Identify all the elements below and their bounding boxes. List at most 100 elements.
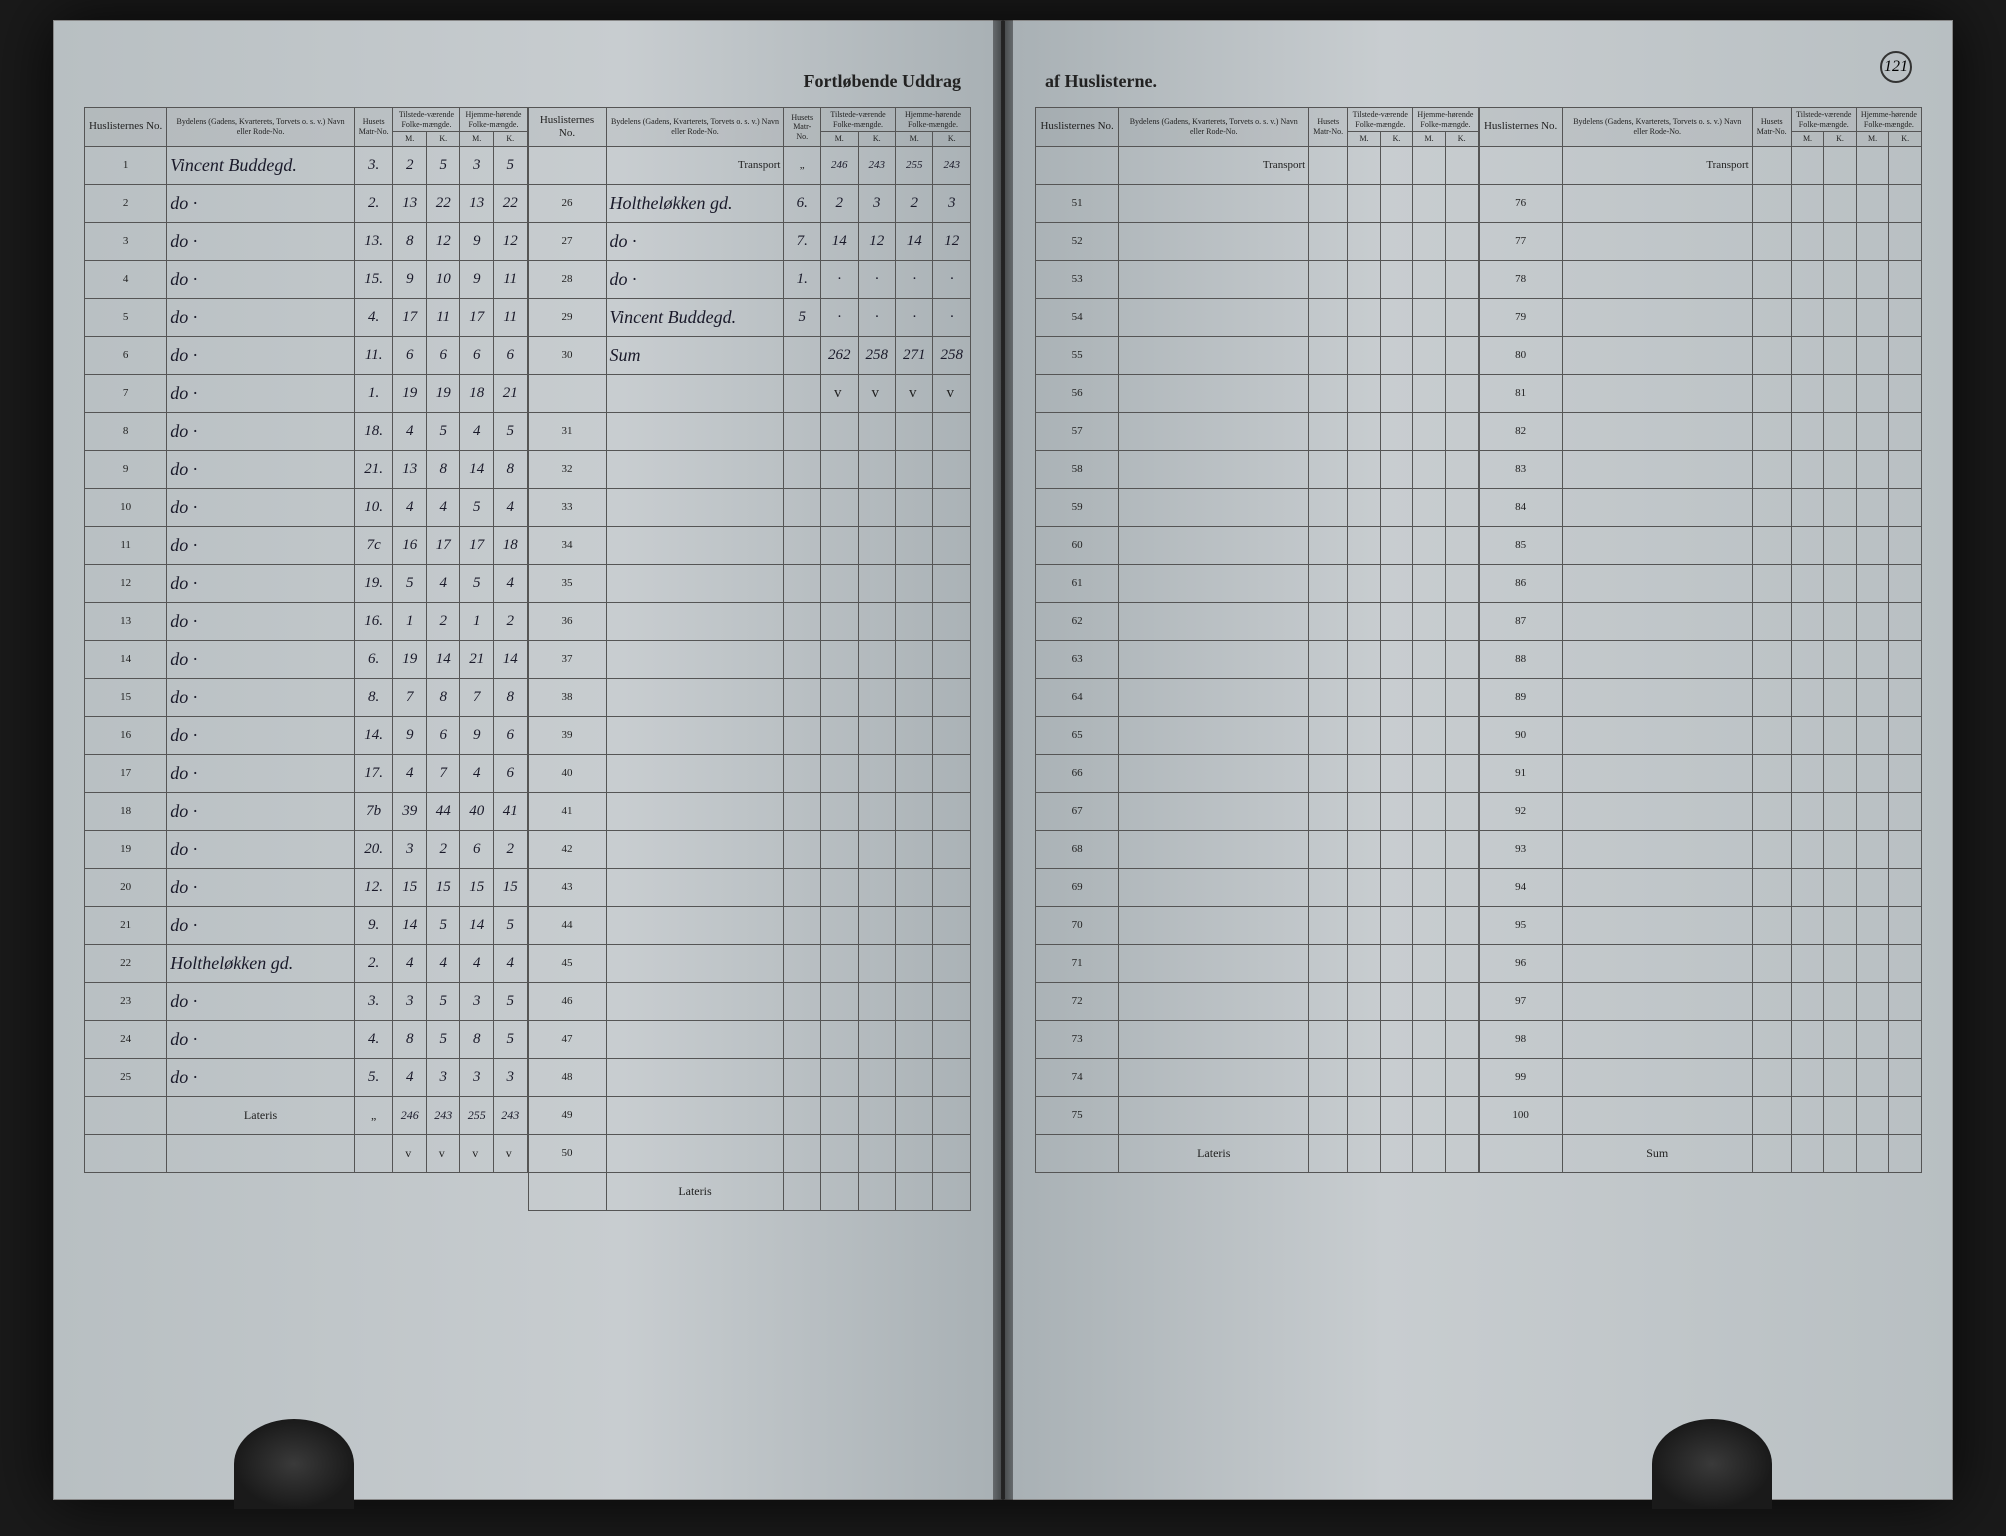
cell [895, 982, 932, 1020]
cell [821, 1020, 858, 1058]
cell: 5 [493, 906, 527, 944]
cell [1562, 868, 1752, 906]
cell [1413, 526, 1446, 564]
cell: 8 [460, 1020, 494, 1058]
cell [1445, 716, 1478, 754]
cell: 66 [1036, 754, 1119, 792]
cell [1445, 792, 1478, 830]
cell: 4 [426, 488, 460, 526]
cell [1445, 906, 1478, 944]
cell: 90 [1479, 716, 1562, 754]
cell: 67 [1036, 792, 1119, 830]
cell [895, 678, 932, 716]
transport-row-b: Transport „ 246 243 255 243 [528, 146, 971, 184]
cell [1889, 488, 1922, 526]
cell [1119, 906, 1309, 944]
header-tilstede: Tilstede-værende Folke-mængde. [393, 108, 460, 132]
table-row: 64 [1036, 678, 1479, 716]
cell: 57 [1036, 412, 1119, 450]
cell: 21 [460, 640, 494, 678]
cell [1445, 944, 1478, 982]
cell: do · [167, 906, 355, 944]
cell [1562, 982, 1752, 1020]
cell [1856, 640, 1889, 678]
cell: 9 [393, 716, 427, 754]
cell [1856, 1020, 1889, 1058]
table-row: 46 [528, 982, 971, 1020]
cell [1889, 792, 1922, 830]
cell [1889, 564, 1922, 602]
cell [1752, 488, 1791, 526]
cell [1752, 906, 1791, 944]
cell [1824, 564, 1857, 602]
cell [933, 526, 971, 564]
cell [858, 1096, 895, 1134]
cell [1856, 716, 1889, 754]
cell: 7 [393, 678, 427, 716]
cell [1562, 298, 1752, 336]
cell [1824, 336, 1857, 374]
cell [1445, 526, 1478, 564]
cell: do · [167, 754, 355, 792]
cell: 2 [426, 830, 460, 868]
cell [1562, 374, 1752, 412]
cell [1752, 716, 1791, 754]
cell [858, 412, 895, 450]
cell: do · [606, 260, 784, 298]
cell: 1. [784, 260, 821, 298]
cell [1309, 374, 1348, 412]
cell [895, 1020, 932, 1058]
cell: do · [167, 260, 355, 298]
cell: 271 [895, 336, 932, 374]
cell [1889, 1058, 1922, 1096]
cell [821, 1096, 858, 1134]
cell [1119, 374, 1309, 412]
cell [1445, 184, 1478, 222]
cell [1348, 488, 1381, 526]
cell [1309, 868, 1348, 906]
cell [1445, 1058, 1478, 1096]
table-row: 100 [1479, 1096, 1922, 1134]
cell [933, 830, 971, 868]
cell [1348, 1096, 1381, 1134]
header-hjemme: Hjemme-hørende Folke-mængde. [460, 108, 527, 132]
cell: 16 [85, 716, 167, 754]
cell: · [821, 260, 858, 298]
cell: 2 [426, 602, 460, 640]
cell [1119, 412, 1309, 450]
cell: 31 [528, 412, 606, 450]
table-row: 96 [1479, 944, 1922, 982]
cell [933, 944, 971, 982]
table-row: 75 [1036, 1096, 1479, 1134]
table-row: 33 [528, 488, 971, 526]
table-row: 24do ·4.8585 [85, 1020, 528, 1058]
cell [1348, 754, 1381, 792]
cell: 35 [528, 564, 606, 602]
cell [1413, 336, 1446, 374]
cell [1348, 526, 1381, 564]
cell [1791, 412, 1824, 450]
cell [1309, 602, 1348, 640]
table-row: 69 [1036, 868, 1479, 906]
cell [1856, 1058, 1889, 1096]
cell: 36 [528, 602, 606, 640]
table-row: 62 [1036, 602, 1479, 640]
cell: 15. [354, 260, 393, 298]
cell: 2 [895, 184, 932, 222]
cell [1413, 1096, 1446, 1134]
cell [1413, 716, 1446, 754]
table-row: 1Vincent Buddegd.3.2535 [85, 146, 528, 184]
cell: 15 [85, 678, 167, 716]
cell: 76 [1479, 184, 1562, 222]
cell [1856, 982, 1889, 1020]
cell [1824, 906, 1857, 944]
cell [1824, 792, 1857, 830]
cell [1348, 678, 1381, 716]
cell: 21. [354, 450, 393, 488]
cell [606, 412, 784, 450]
cell [606, 754, 784, 792]
cell [1889, 184, 1922, 222]
cell [1348, 830, 1381, 868]
table-row: 28do ·1.···· [528, 260, 971, 298]
table-row: 63 [1036, 640, 1479, 678]
